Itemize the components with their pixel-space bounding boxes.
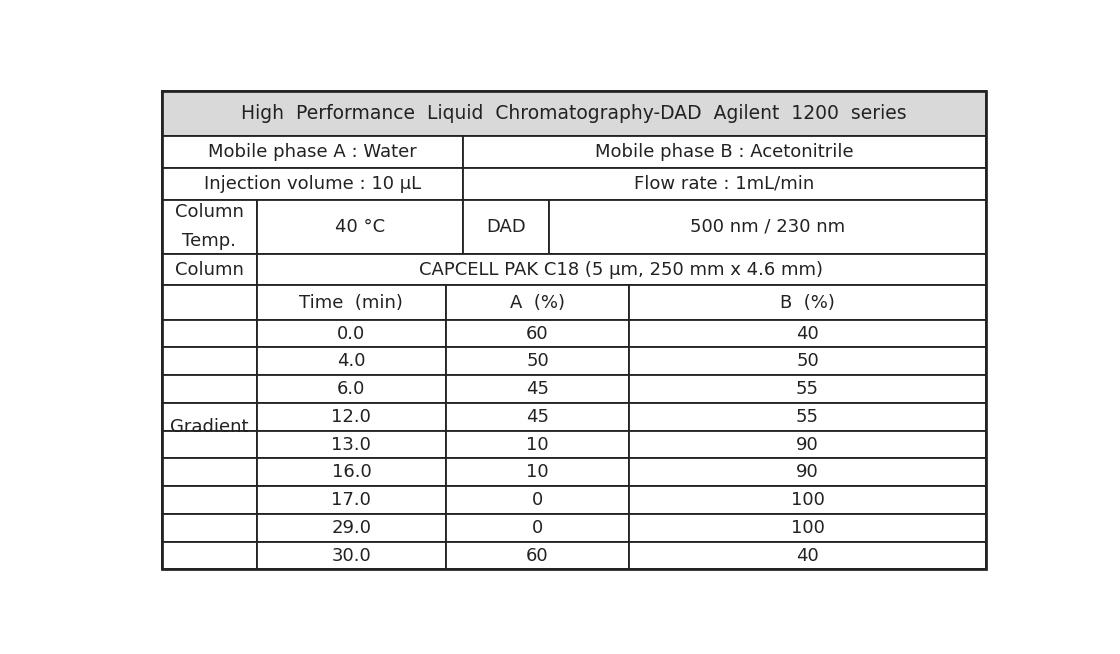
Bar [256, 458, 446, 486]
Bar [161, 347, 256, 375]
Bar [446, 514, 628, 542]
Bar [161, 542, 256, 570]
Bar [446, 320, 628, 347]
Bar [256, 514, 446, 542]
Bar [446, 285, 628, 320]
Bar [446, 431, 628, 458]
Bar [161, 486, 256, 514]
Bar [628, 285, 987, 320]
Bar [256, 285, 446, 320]
Bar [256, 542, 446, 570]
Bar [628, 542, 987, 570]
Bar [256, 347, 446, 375]
Text: 45: 45 [526, 380, 549, 398]
Text: 16.0: 16.0 [332, 463, 371, 481]
Text: 12.0: 12.0 [332, 408, 372, 426]
Bar [628, 486, 987, 514]
Bar [161, 431, 256, 458]
Text: DAD: DAD [486, 218, 526, 236]
Bar [161, 320, 256, 347]
Text: 40: 40 [796, 547, 819, 564]
Text: 40: 40 [796, 324, 819, 343]
Text: 13.0: 13.0 [332, 436, 372, 454]
Text: 50: 50 [796, 353, 819, 370]
Text: CAPCELL PAK C18 (5 μm, 250 mm x 4.6 mm): CAPCELL PAK C18 (5 μm, 250 mm x 4.6 mm) [419, 260, 823, 279]
Bar [256, 403, 446, 431]
Text: A  (%): A (%) [510, 294, 564, 311]
Text: 50: 50 [526, 353, 549, 370]
Bar [628, 431, 987, 458]
Bar [256, 254, 987, 285]
Bar [446, 542, 628, 570]
Text: 100: 100 [791, 491, 824, 509]
Text: 60: 60 [526, 324, 549, 343]
Bar [628, 347, 987, 375]
Bar [628, 514, 987, 542]
Text: 29.0: 29.0 [332, 519, 372, 537]
Bar [446, 375, 628, 403]
Bar [161, 285, 256, 320]
Text: 0: 0 [532, 491, 543, 509]
Bar [161, 458, 256, 486]
Bar [256, 486, 446, 514]
Text: 10: 10 [526, 463, 549, 481]
Bar [161, 514, 256, 542]
Bar [628, 375, 987, 403]
Bar [628, 320, 987, 347]
Bar [446, 347, 628, 375]
Text: 10: 10 [526, 436, 549, 454]
Bar [446, 458, 628, 486]
Bar [628, 403, 987, 431]
Text: 100: 100 [791, 519, 824, 537]
Text: Time  (min): Time (min) [299, 294, 403, 311]
Bar [463, 200, 549, 254]
Bar [549, 200, 987, 254]
Text: 45: 45 [526, 408, 549, 426]
Bar [161, 375, 256, 403]
Bar [256, 320, 446, 347]
Bar [446, 486, 628, 514]
Text: Column: Column [175, 260, 243, 279]
Text: 17.0: 17.0 [332, 491, 372, 509]
Text: Mobile phase A : Water: Mobile phase A : Water [208, 143, 417, 162]
Bar [161, 91, 987, 137]
Bar [463, 168, 987, 200]
Text: Column
Temp.: Column Temp. [175, 203, 243, 250]
Text: 30.0: 30.0 [332, 547, 371, 564]
Text: Injection volume : 10 μL: Injection volume : 10 μL [204, 175, 421, 193]
Text: Flow rate : 1mL/min: Flow rate : 1mL/min [634, 175, 814, 193]
Bar [161, 137, 463, 168]
Text: 500 nm / 230 nm: 500 nm / 230 nm [690, 218, 846, 236]
Bar [161, 168, 463, 200]
Text: 6.0: 6.0 [337, 380, 365, 398]
Text: B  (%): B (%) [780, 294, 834, 311]
Text: 4.0: 4.0 [337, 353, 365, 370]
Bar [256, 431, 446, 458]
Text: Mobile phase B : Acetonitrile: Mobile phase B : Acetonitrile [595, 143, 853, 162]
Bar [628, 458, 987, 486]
Text: High  Performance  Liquid  Chromatography-DAD  Agilent  1200  series: High Performance Liquid Chromatography-D… [241, 104, 907, 123]
Text: 0: 0 [532, 519, 543, 537]
Bar [463, 137, 987, 168]
Text: Gradient: Gradient [170, 419, 249, 436]
Bar [256, 375, 446, 403]
Text: 55: 55 [796, 408, 819, 426]
Bar [161, 254, 256, 285]
Text: 90: 90 [796, 463, 819, 481]
Bar [446, 403, 628, 431]
Bar [161, 403, 256, 431]
Text: 40 °C: 40 °C [335, 218, 384, 236]
Text: 60: 60 [526, 547, 549, 564]
Bar [256, 200, 463, 254]
Text: 0.0: 0.0 [337, 324, 365, 343]
Text: 55: 55 [796, 380, 819, 398]
Bar [161, 200, 256, 254]
Text: 90: 90 [796, 436, 819, 454]
